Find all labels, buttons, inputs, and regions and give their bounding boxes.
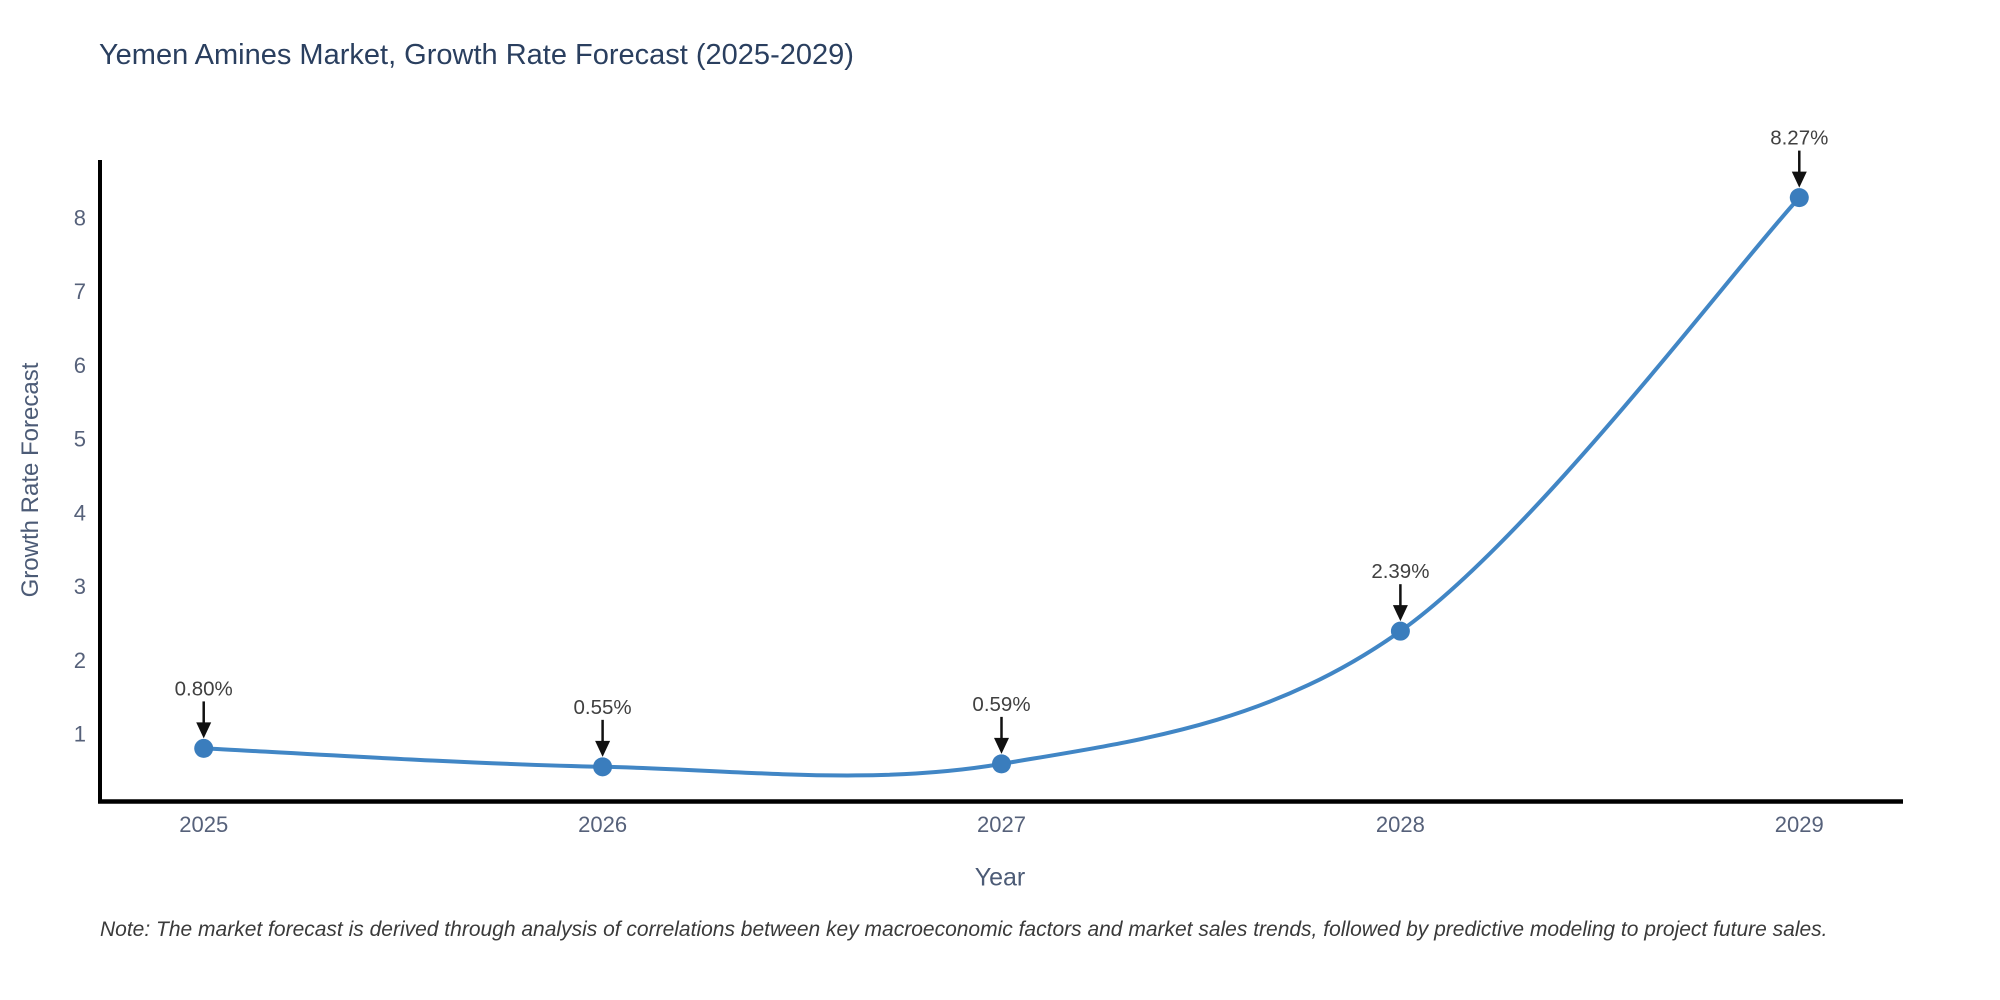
x-tick-label: 2027 [977, 812, 1026, 837]
annotation-label: 0.59% [972, 693, 1030, 716]
annotation-label: 0.55% [574, 696, 632, 719]
y-tick-label: 5 [74, 427, 86, 452]
y-tick-label: 8 [74, 206, 86, 231]
annotation-label: 2.39% [1371, 560, 1429, 583]
y-tick-label: 3 [74, 574, 86, 599]
y-tick-label: 2 [74, 648, 86, 673]
data-point-marker [1390, 621, 1410, 641]
annotation-arrowhead-icon [1791, 171, 1807, 188]
data-point-marker [194, 738, 214, 758]
y-tick-label: 4 [74, 500, 86, 525]
annotation-label: 8.27% [1770, 127, 1828, 150]
annotation-arrowhead-icon [1392, 605, 1408, 622]
y-tick-label: 7 [74, 279, 86, 304]
annotation-arrowhead-icon [994, 737, 1009, 754]
x-tick-label: 2028 [1376, 812, 1425, 837]
y-tick-label: 6 [74, 353, 86, 378]
annotation-arrowhead-icon [196, 722, 212, 739]
series-line [201, 195, 1802, 778]
x-tick-label: 2025 [179, 812, 228, 837]
data-point-marker [992, 754, 1011, 774]
y-tick-label: 1 [74, 722, 86, 747]
annotation-arrowhead-icon [595, 740, 611, 757]
data-point-marker [593, 757, 613, 777]
x-axis-title: Year [974, 863, 1026, 892]
x-tick-label: 2026 [578, 812, 627, 837]
annotation-label: 0.80% [175, 677, 233, 700]
note-text: Note: The market forecast is derived thr… [100, 918, 1828, 941]
data-point-marker [1789, 188, 1809, 208]
x-tick-label: 2029 [1775, 812, 1824, 837]
chart-title: Yemen Amines Market, Growth Rate Forecas… [99, 39, 854, 71]
